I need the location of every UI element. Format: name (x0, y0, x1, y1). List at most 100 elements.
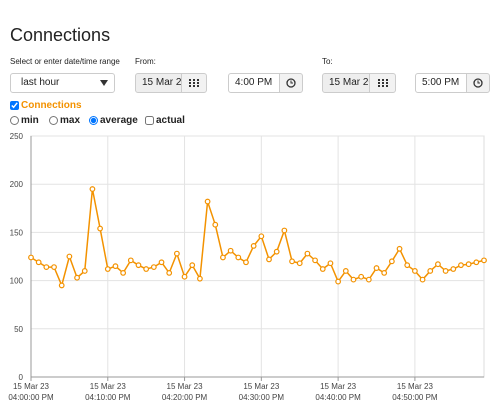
data-point (97, 225, 104, 232)
x-tick-label: 04:40:00 PM (315, 393, 361, 402)
data-point (427, 268, 434, 274)
dropdown-arrow (100, 80, 108, 86)
y-tick-label: 200 (10, 180, 24, 189)
data-point (342, 268, 349, 274)
calendar-icon (189, 79, 199, 87)
data-point (381, 269, 388, 276)
data-point (358, 273, 365, 280)
data-point (104, 266, 111, 272)
data-point (404, 262, 411, 269)
x-tick-label: 15 Mar 23 (167, 382, 204, 391)
range-select[interactable]: last hour (10, 73, 115, 93)
data-point (327, 260, 334, 267)
data-point (197, 275, 203, 282)
data-point (350, 276, 357, 283)
from-date[interactable]: 15 Mar 2023 (135, 73, 182, 93)
y-tick-label: 250 (10, 132, 24, 141)
data-point (89, 186, 96, 192)
x-tick-label: 04:50:00 PM (392, 393, 438, 402)
calendar-button[interactable] (369, 73, 396, 93)
clock-button[interactable] (466, 73, 490, 93)
data-point (442, 268, 449, 274)
range-label: Select or enter date/time range (10, 57, 120, 66)
y-tick-label: 0 (19, 373, 24, 382)
to-time[interactable]: 5:00 PM (415, 73, 467, 93)
data-point (43, 264, 50, 271)
data-point (150, 264, 157, 271)
data-point (227, 247, 234, 254)
option: average (89, 115, 138, 126)
data-point (235, 254, 242, 261)
data-point (143, 266, 150, 272)
x-tick-label: 15 Mar 23 (13, 382, 50, 391)
option: actual (145, 115, 185, 126)
x-tick-label: 15 Mar 23 (397, 382, 434, 391)
data-point (35, 259, 42, 266)
y-tick-label: 150 (10, 228, 24, 237)
data-point (365, 276, 372, 283)
data-point (135, 262, 142, 269)
data-point (81, 268, 88, 274)
plot-area (30, 135, 485, 378)
option-label: actual (156, 115, 185, 126)
x-tick-label: 15 Mar 23 (243, 382, 280, 391)
option-label: min (21, 115, 39, 126)
data-point (473, 259, 480, 266)
data-point (273, 248, 280, 255)
data-point (419, 276, 426, 283)
data-point (204, 198, 211, 205)
calendar-button[interactable] (181, 73, 207, 93)
clock-icon (286, 78, 296, 88)
x-tick-label: 04:10:00 PM (85, 393, 131, 402)
x-tick-label: 04:20:00 PM (162, 393, 208, 402)
calendar-icon (377, 79, 388, 87)
data-point (166, 269, 173, 276)
from-time[interactable]: 4:00 PM (228, 73, 280, 93)
data-point (465, 261, 472, 268)
data-point (266, 256, 272, 263)
data-point (181, 273, 188, 280)
data-point (411, 268, 418, 274)
clock-button[interactable] (279, 73, 303, 93)
option-input[interactable] (10, 116, 19, 125)
data-point (373, 265, 380, 271)
range-select-value: last hour (21, 77, 60, 88)
page-title: Connections (10, 25, 111, 45)
data-point (28, 254, 34, 261)
option-input[interactable] (49, 116, 58, 125)
option-input[interactable] (89, 116, 98, 125)
data-point (173, 250, 180, 257)
data-point (51, 264, 57, 271)
option-label: max (60, 115, 81, 126)
data-point (58, 282, 65, 289)
data-point (250, 242, 257, 249)
data-point (458, 262, 464, 269)
option-label: average (100, 115, 138, 126)
x-tick-label: 15 Mar 23 (90, 382, 127, 391)
data-point (312, 257, 318, 264)
x-tick-label: 04:30:00 PM (239, 393, 285, 402)
data-point (66, 253, 73, 260)
series-toggle: Connections (10, 100, 82, 111)
series-checkbox[interactable] (10, 101, 19, 110)
option-input[interactable] (145, 116, 154, 125)
data-point (74, 274, 80, 281)
data-point (304, 250, 311, 257)
to-date[interactable]: 15 Mar 2023 (322, 73, 370, 93)
chart: 0 50 100 150 200 250 15 Mar 23 04:00:00 PM 15 Ma… (8, 132, 487, 402)
data-point (388, 258, 395, 265)
data-point (220, 254, 226, 261)
option: max (49, 115, 80, 126)
data-point (289, 258, 295, 265)
data-point (158, 259, 165, 266)
data-point (189, 262, 196, 269)
x-tick-label: 15 Mar 23 (320, 382, 357, 391)
data-point (112, 263, 119, 270)
series-toggle-label: Connections (21, 100, 82, 111)
data-point (450, 266, 457, 272)
data-point (281, 227, 288, 234)
option: min (10, 115, 39, 126)
from-label: From: (135, 57, 156, 66)
clock-icon (473, 78, 483, 88)
